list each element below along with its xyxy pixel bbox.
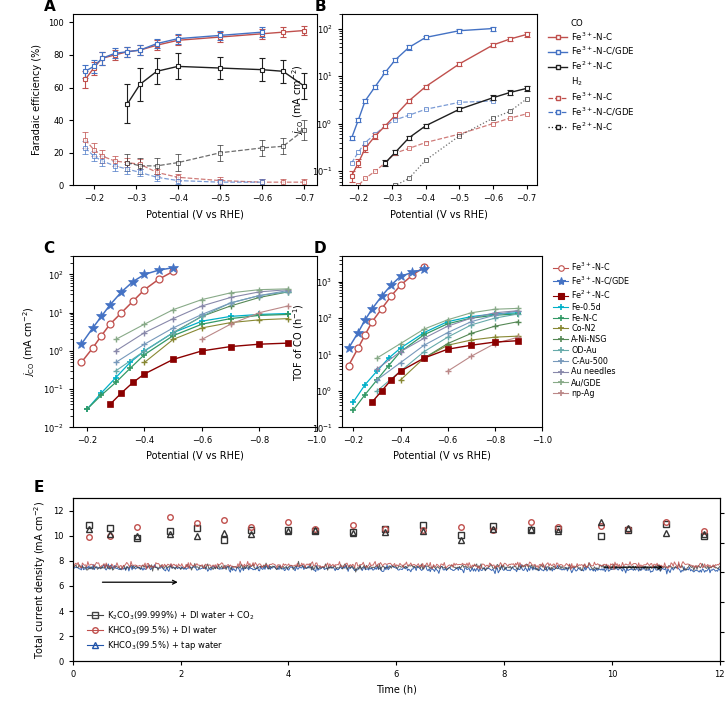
Text: D: D <box>313 241 326 256</box>
Legend: $\mathrm{K_2CO_3}$(99.999%) + DI water + CO$_2$, KHCO$_3$(99.5%) + DI water, KHC: $\mathrm{K_2CO_3}$(99.999%) + DI water +… <box>84 606 257 656</box>
Text: C: C <box>44 241 55 256</box>
Y-axis label: TOF of CO (h$^{-1}$): TOF of CO (h$^{-1}$) <box>292 303 306 380</box>
Y-axis label: Total current density (mA cm$^{-2}$): Total current density (mA cm$^{-2}$) <box>32 501 47 659</box>
Y-axis label: $j_{\mathrm{CO}}$ (mA cm$^{-2}$): $j_{\mathrm{CO}}$ (mA cm$^{-2}$) <box>290 65 306 135</box>
Y-axis label: $j_{\mathrm{CO}}$ (mA cm$^{-2}$): $j_{\mathrm{CO}}$ (mA cm$^{-2}$) <box>22 306 37 377</box>
X-axis label: Potential (V vs RHE): Potential (V vs RHE) <box>393 451 491 461</box>
X-axis label: Potential (V vs RHE): Potential (V vs RHE) <box>145 451 244 461</box>
X-axis label: Potential (V vs RHE): Potential (V vs RHE) <box>145 209 244 219</box>
Text: E: E <box>34 480 44 495</box>
Text: B: B <box>314 0 326 14</box>
X-axis label: Time (h): Time (h) <box>376 685 417 695</box>
Y-axis label: Faradaic efficiency (%): Faradaic efficiency (%) <box>33 44 42 155</box>
Legend: CO, Fe$^{3+}$-N-C, Fe$^{3+}$-N-C/GDE, Fe$^{2+}$-N-C, H$_2$, Fe$^{3+}$-N-C, Fe$^{: CO, Fe$^{3+}$-N-C, Fe$^{3+}$-N-C/GDE, Fe… <box>548 18 635 132</box>
X-axis label: Potential (V vs RHE): Potential (V vs RHE) <box>390 209 488 219</box>
Text: A: A <box>44 0 55 14</box>
Legend: Fe$^{3+}$-N-C, Fe$^{3+}$-N-C/GDE, Fe$^{2+}$-N-C, Fe-0.5d, Fe-N-C, Co-N2, A-Ni-NS: Fe$^{3+}$-N-C, Fe$^{3+}$-N-C/GDE, Fe$^{2… <box>553 260 630 398</box>
